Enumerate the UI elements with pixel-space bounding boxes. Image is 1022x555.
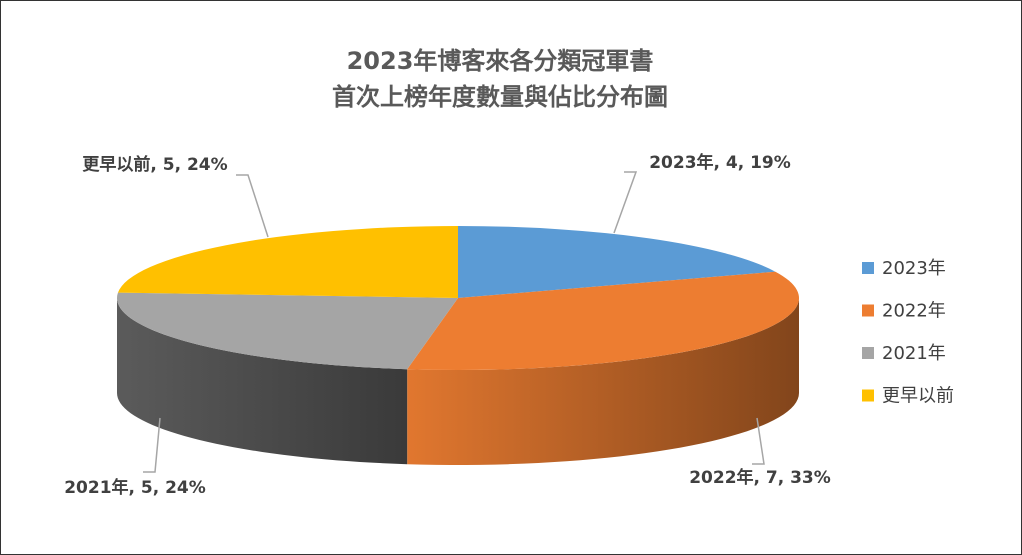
slice: [458, 226, 776, 298]
data-label: 更早以前, 5, 24%: [82, 154, 227, 175]
leader-line: [752, 417, 765, 465]
legend-swatch: [862, 304, 874, 317]
chart-title: 首次上榜年度數量與佔比分布圖: [332, 83, 668, 111]
slice: [116, 292, 459, 370]
leader-line: [613, 171, 638, 234]
legend-label: 更早以前: [882, 386, 954, 407]
chart-title: 2023年博客來各分類冠軍書: [347, 47, 654, 75]
leader-line: [143, 417, 161, 473]
slice: [407, 271, 800, 371]
slice-side: [117, 298, 408, 465]
legend-label: 2022年: [882, 301, 946, 322]
leader-line: [236, 174, 269, 238]
legend-label: 2021年: [882, 343, 946, 364]
slice: [117, 226, 459, 298]
data-label: 2023年, 4, 19%: [649, 152, 791, 173]
data-label: 2022年, 7, 33%: [689, 467, 831, 488]
legend-swatch: [862, 347, 874, 359]
slice-side: [407, 298, 799, 465]
legend-swatch: [862, 389, 874, 402]
legend-swatch: [862, 262, 874, 274]
data-label: 2021年, 5, 24%: [64, 477, 206, 498]
legend-label: 2023年: [882, 258, 946, 279]
